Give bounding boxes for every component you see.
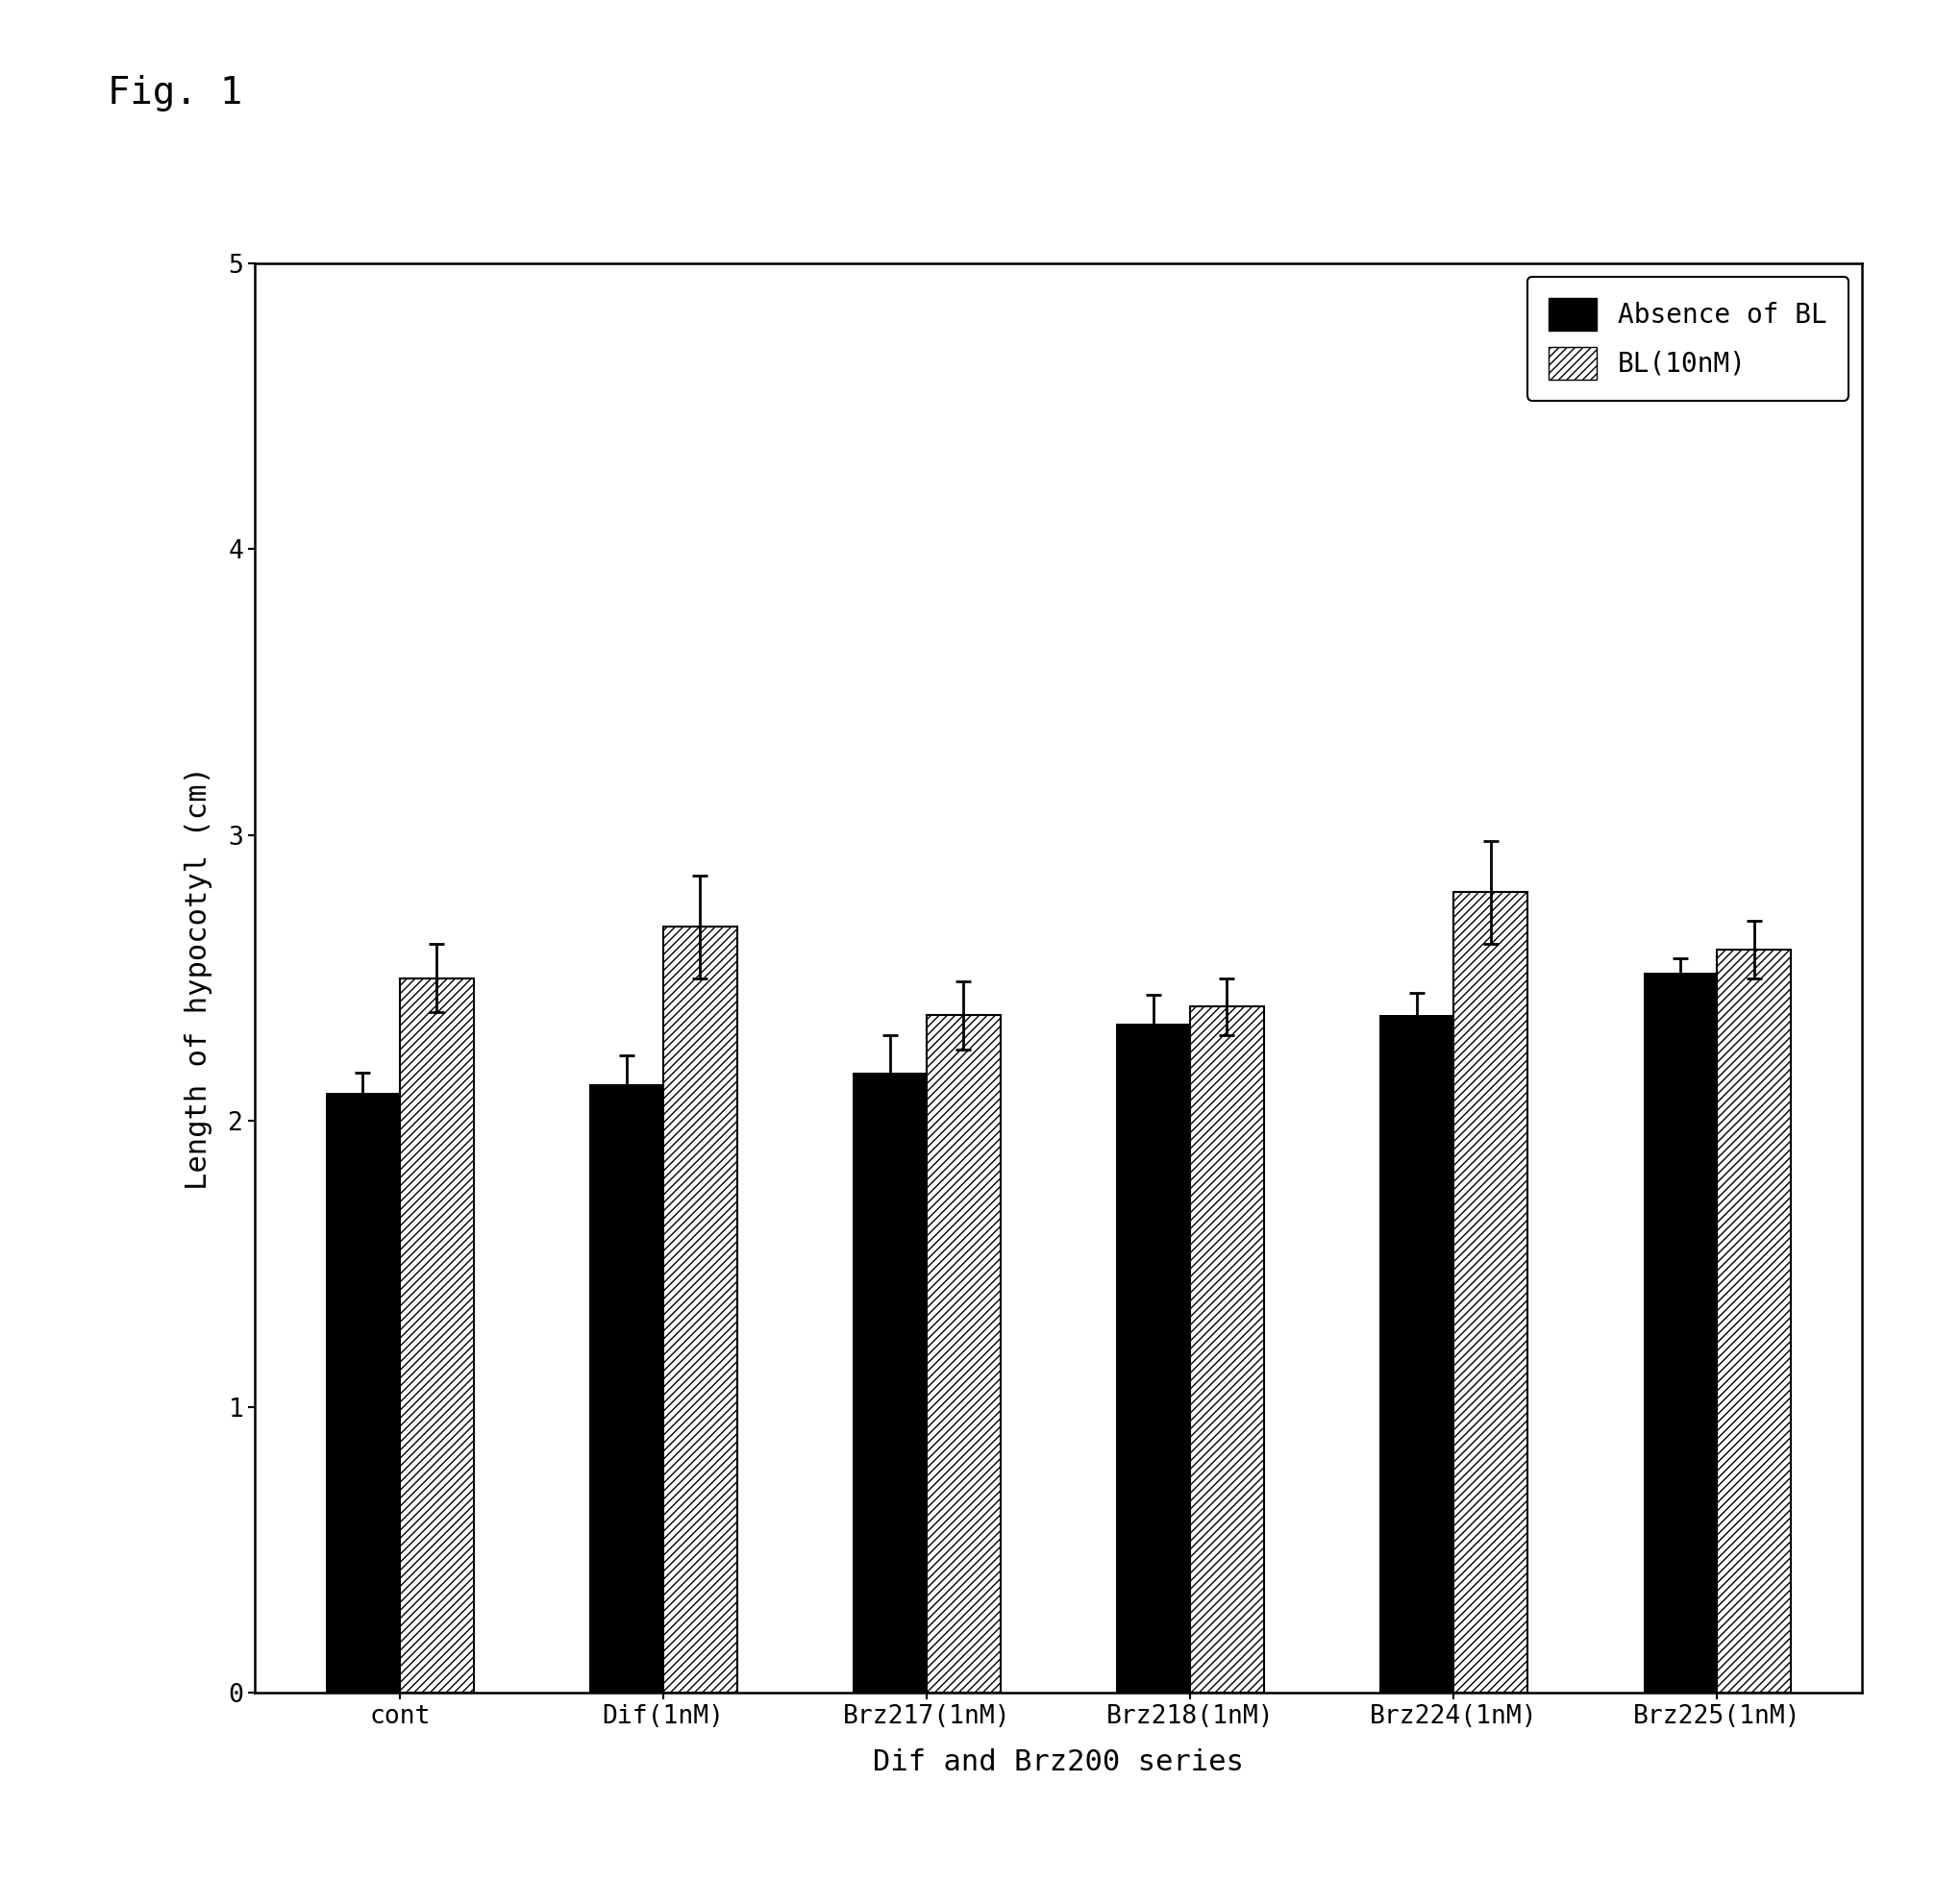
Bar xyxy=(853,1072,927,1693)
Legend: Absence of BL, BL(10nM): Absence of BL, BL(10nM) xyxy=(1527,277,1848,401)
Bar xyxy=(927,1016,1000,1693)
Bar xyxy=(325,1093,400,1693)
Bar xyxy=(1117,1023,1190,1693)
Bar xyxy=(1717,950,1791,1693)
Bar xyxy=(1190,1006,1264,1693)
Bar xyxy=(1380,1016,1454,1693)
Bar xyxy=(662,927,737,1693)
Bar xyxy=(590,1083,662,1693)
Bar xyxy=(1642,972,1717,1693)
Text: Fig. 1: Fig. 1 xyxy=(108,75,243,111)
Bar xyxy=(400,978,474,1693)
Bar xyxy=(1454,892,1527,1693)
Y-axis label: Length of hypocotyl (cm): Length of hypocotyl (cm) xyxy=(184,766,212,1191)
X-axis label: Dif and Brz200 series: Dif and Brz200 series xyxy=(872,1747,1245,1776)
